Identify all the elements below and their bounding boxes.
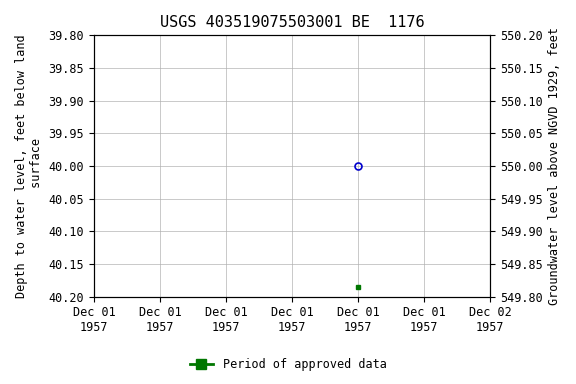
Y-axis label: Depth to water level, feet below land
 surface: Depth to water level, feet below land su… (15, 34, 43, 298)
Y-axis label: Groundwater level above NGVD 1929, feet: Groundwater level above NGVD 1929, feet (548, 27, 561, 305)
Legend: Period of approved data: Period of approved data (185, 354, 391, 376)
Title: USGS 403519075503001 BE  1176: USGS 403519075503001 BE 1176 (160, 15, 425, 30)
